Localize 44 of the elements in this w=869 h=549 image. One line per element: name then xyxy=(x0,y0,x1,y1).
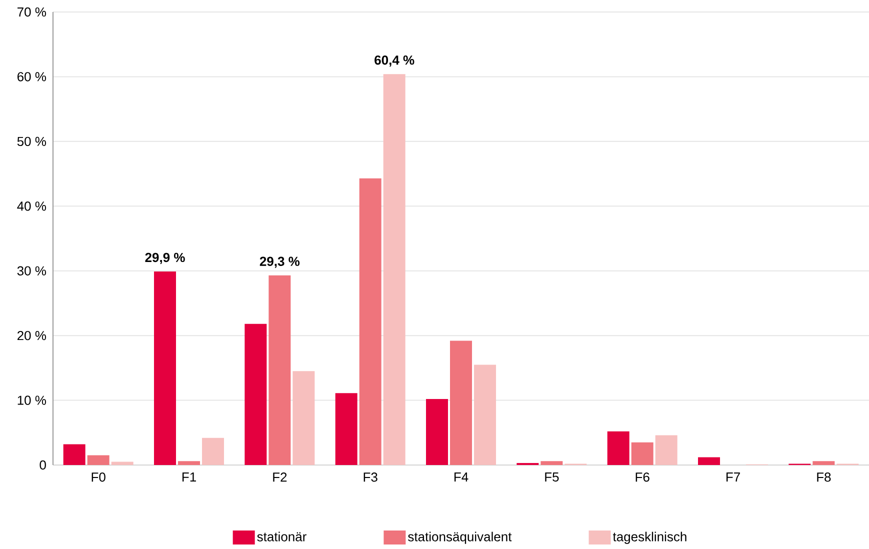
x-tick-label: F3 xyxy=(364,472,378,482)
bar xyxy=(383,74,406,465)
y-tick-label: 40 % xyxy=(17,202,46,211)
y-tick-label: 20 % xyxy=(17,330,46,340)
y-tick-label: 10 % xyxy=(18,396,46,405)
x-tick-label: F6 xyxy=(636,472,650,482)
bar xyxy=(607,431,630,465)
data-label: 60,4 % xyxy=(374,55,414,67)
data-label: 29,3 % xyxy=(260,256,300,268)
bar xyxy=(698,457,720,465)
y-tick-label: 30 % xyxy=(17,266,46,276)
x-tick-label: F5 xyxy=(545,472,559,482)
bar xyxy=(292,371,315,465)
bar xyxy=(812,461,835,465)
bar xyxy=(244,324,267,465)
y-tick-label: 60 % xyxy=(17,72,46,82)
bar xyxy=(631,442,654,465)
y-tick-label: 70 % xyxy=(18,7,46,17)
bar xyxy=(335,393,358,465)
x-tick-label: F0 xyxy=(92,472,106,482)
y-tick-label: 50 % xyxy=(17,136,46,146)
bar xyxy=(87,455,110,465)
data-label: 29,9 % xyxy=(145,252,185,264)
bar xyxy=(426,398,448,465)
bar xyxy=(474,364,496,465)
bar xyxy=(450,340,472,465)
x-tick-label: F2 xyxy=(273,472,287,482)
bar xyxy=(359,178,382,465)
bar xyxy=(268,275,291,465)
legend-label: stationär xyxy=(257,532,306,542)
bar xyxy=(111,462,134,465)
bar xyxy=(63,444,86,465)
bar xyxy=(540,461,563,465)
x-tick-label: F8 xyxy=(817,472,831,482)
x-tick-label: F7 xyxy=(726,472,740,482)
x-tick-label: F1 xyxy=(182,472,196,482)
bar xyxy=(202,438,224,465)
legend-label: stationsäquivalent xyxy=(408,532,512,544)
y-tick-label: 0 xyxy=(40,460,46,470)
legend-label: tagesklinisch xyxy=(612,532,686,544)
bar xyxy=(655,435,678,465)
bar xyxy=(178,461,200,465)
bar xyxy=(154,272,176,465)
x-tick-label: F4 xyxy=(454,472,468,482)
